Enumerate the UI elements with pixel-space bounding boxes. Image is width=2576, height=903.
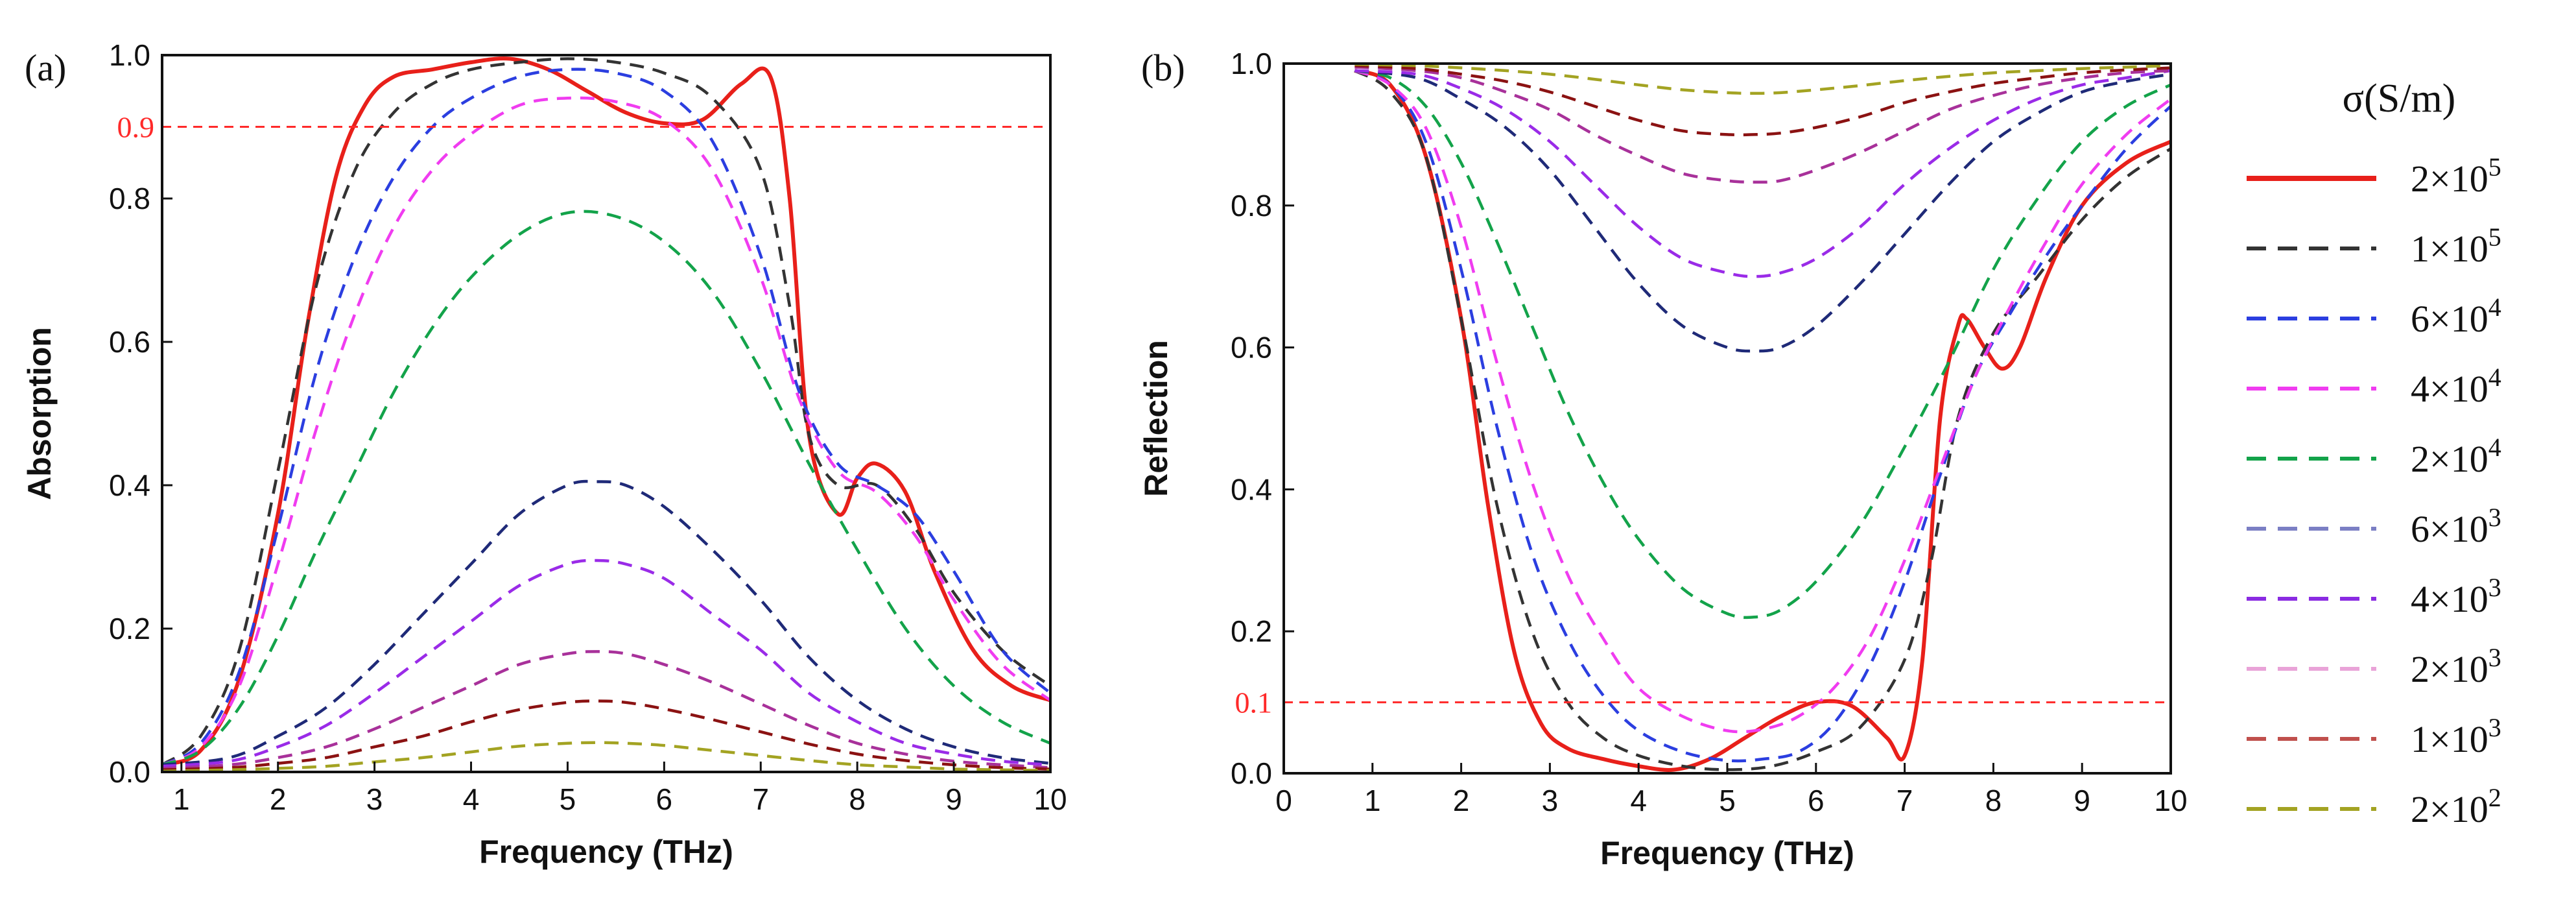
panel-a-y-tick-label: 0.8 (109, 182, 150, 215)
panel-b-x-axis-label: Frequency (THz) (1600, 835, 1854, 871)
panel-b-series-group (1354, 62, 2171, 772)
panel-b-reflection-chart: 0 1 2 3 4 5 6 7 8 9 10 0.00.20.40.60.81.0 0.1 (b) … (1138, 47, 2188, 871)
panel-b-y-tick-label: 1.0 (1231, 47, 1272, 80)
panel-a-series-line-7 (162, 650, 1050, 770)
legend-label-9: 2×102 (2411, 783, 2501, 830)
panel-a-label: (a) (25, 47, 66, 89)
panel-a-y-tick-label: 1.0 (109, 38, 150, 72)
legend-label-7: 2×103 (2411, 643, 2501, 690)
panel-b-x-tick-label: 5 (1719, 784, 1736, 817)
panel-a-x-tick-label: 3 (366, 782, 383, 816)
legend-label-8: 1×103 (2411, 713, 2501, 760)
panel-a-x-tick-label: 1 (173, 782, 190, 816)
panel-b-x-tick-label: 3 (1542, 784, 1559, 817)
panel-b-y-tick-label: 0.6 (1231, 331, 1272, 365)
panel-a-x-tick-label: 8 (849, 782, 866, 816)
panel-a-series-line-3 (162, 96, 1050, 767)
panel-b-plot-frame (1282, 62, 2172, 775)
panel-a-series-line-0 (162, 56, 1050, 767)
panel-b-series-line-3 (1354, 69, 2171, 734)
panel-a-series-group (162, 56, 1050, 773)
panel-b-series-line-5 (1354, 69, 2171, 353)
legend-title: σ(S/m) (2343, 77, 2456, 121)
panel-b-series-line-8 (1354, 64, 2171, 137)
panel-a-series-line-8 (162, 699, 1050, 771)
panel-b-x-tick-label: 4 (1630, 784, 1647, 817)
panel-b-y-tick-label: 0.2 (1231, 614, 1272, 648)
panel-a-y-tick-label: 0.6 (109, 325, 150, 359)
panel-a-y-tick-label: 0.2 (109, 612, 150, 645)
panel-a-x-tick-label: 4 (463, 782, 480, 816)
panel-b-series-line-0 (1354, 69, 2171, 772)
panel-a-series-line-2 (162, 67, 1050, 767)
panel-a-x-tick-label: 9 (945, 782, 962, 816)
panel-b-x-tick-label: 8 (1985, 784, 2002, 817)
panel-b-series-line-4 (1354, 69, 2171, 620)
panel-b-x-tick-label: 1 (1364, 784, 1381, 817)
panel-a-x-tick-label: 10 (1034, 782, 1067, 816)
panel-b-x-tick-label: 0 (1275, 784, 1292, 817)
panel-a-plot-frame (161, 54, 1052, 773)
panel-b-y-tick-label: 0.4 (1231, 472, 1272, 506)
panel-b-label: (b) (1141, 47, 1185, 89)
legend-label-4: 2×104 (2411, 433, 2501, 480)
panel-b-reference-label: 0.1 (1235, 686, 1273, 719)
panel-a-y-tick-label: 0.4 (109, 468, 150, 502)
panel-a-x-axis-ticks: 1 2 3 4 5 6 7 8 9 10 (173, 762, 1067, 816)
panel-b-y-axis-label: Reflection (1138, 340, 1174, 497)
panel-a-reference-label: 0.9 (117, 111, 155, 144)
panel-b-x-tick-label: 7 (1897, 784, 1913, 817)
panel-b-x-axis-ticks: 0 1 2 3 4 5 6 7 8 9 10 (1275, 763, 2188, 817)
legend-entries: 2×105 1×105 6×104 4×104 2×104 6×103 4×103 2×103… (2247, 152, 2501, 830)
panel-b-x-tick-label: 10 (2154, 784, 2187, 817)
panel-b-y-tick-label: 0.8 (1231, 189, 1272, 223)
panel-a-series-line-5 (162, 479, 1050, 767)
panel-a-y-tick-label: 0.0 (109, 755, 150, 789)
panel-a-series-line-4 (162, 210, 1050, 767)
panel-a-series-line-9 (162, 741, 1050, 773)
legend-label-2: 6×104 (2411, 293, 2501, 340)
panel-b-series-line-2 (1354, 69, 2171, 763)
panel-a-x-tick-label: 7 (752, 782, 769, 816)
panel-a-series-line-6 (162, 559, 1050, 768)
panel-a-x-axis-label: Frequency (THz) (479, 834, 733, 870)
legend-label-5: 6×103 (2411, 503, 2501, 550)
panel-b-y-axis-ticks: 0.0 0.2 0.4 0.6 0.8 1.0 (1231, 47, 1294, 790)
panel-a-x-tick-label: 5 (560, 782, 576, 816)
panel-b-x-tick-label: 9 (2074, 784, 2090, 817)
panel-a-absorption-chart: 1 2 3 4 5 6 7 8 9 10 0.0 0.2 0.4 0.6 0.8 1.0 0.9 (a) F… (21, 38, 1067, 870)
panel-b-x-tick-label: 2 (1453, 784, 1470, 817)
panel-a-y-axis-label: Absorption (21, 327, 58, 500)
panel-b-x-tick-label: 6 (1808, 784, 1825, 817)
panel-a-y-axis-ticks: 0.0 0.2 0.4 0.6 0.8 1.0 (109, 38, 172, 789)
legend-label-0: 2×105 (2411, 152, 2501, 200)
panel-b-series-line-9 (1354, 62, 2171, 95)
panel-b-y-tick-label: 0.0 (1231, 756, 1272, 790)
panel-a-x-tick-label: 2 (270, 782, 287, 816)
panel-b-series-line-7 (1354, 66, 2171, 184)
panel-b-series-line-6 (1354, 69, 2171, 278)
legend: σ(S/m) 2×105 1×105 6×104 4×104 2×104 6×103 4×1… (2247, 77, 2501, 830)
legend-label-6: 4×103 (2411, 573, 2501, 620)
panel-a-x-tick-label: 6 (656, 782, 673, 816)
legend-label-3: 4×104 (2411, 363, 2501, 410)
panel-b-series-line-1 (1354, 69, 2171, 771)
legend-label-1: 1×105 (2411, 223, 2501, 270)
